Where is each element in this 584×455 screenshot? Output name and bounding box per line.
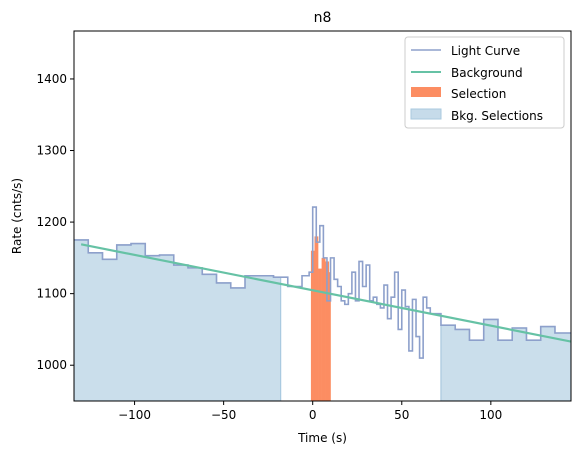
axes-frame [73, 30, 572, 402]
legend-label-background: Background [451, 66, 523, 80]
legend-swatch-selection [411, 87, 441, 97]
light-curve-line [74, 206, 571, 359]
x-tick-label: 100 [479, 408, 502, 422]
chart-title: n8 [314, 10, 332, 26]
legend-label-bkg-selections: Bkg. Selections [451, 109, 543, 123]
background-fit-line [80, 243, 571, 343]
y-tick-label: 1000 [36, 358, 67, 372]
x-axis-label: Time (s) [297, 431, 347, 445]
x-tick-label: −100 [118, 408, 151, 422]
legend-swatch-bkg-selections [410, 108, 442, 120]
x-tick-label: 0 [309, 408, 317, 422]
legend-label-selection: Selection [451, 87, 506, 101]
legend: Light Curve Background Selection Bkg. Se… [404, 36, 565, 129]
selection-bar [325, 261, 330, 401]
x-tick-label: 50 [394, 408, 409, 422]
selection-bar [321, 257, 326, 401]
selection-bar [314, 236, 319, 401]
selection-bar [310, 250, 315, 401]
selection-bar [328, 272, 331, 401]
legend-label-light-curve: Light Curve [451, 44, 520, 58]
y-tick-label: 1300 [36, 144, 67, 158]
y-axis-label: Rate (cnts/s) [10, 178, 24, 254]
y-tick-label: 1200 [36, 215, 67, 229]
selection-bar [318, 268, 322, 401]
legend-frame [404, 36, 565, 129]
axis-ticks: −100 −50 0 50 100 1000 1100 1200 1300 1400 [36, 72, 502, 422]
x-tick-label: −50 [211, 408, 236, 422]
plot-area [74, 206, 571, 401]
y-tick-label: 1400 [36, 72, 67, 86]
y-tick-label: 1100 [36, 287, 67, 301]
